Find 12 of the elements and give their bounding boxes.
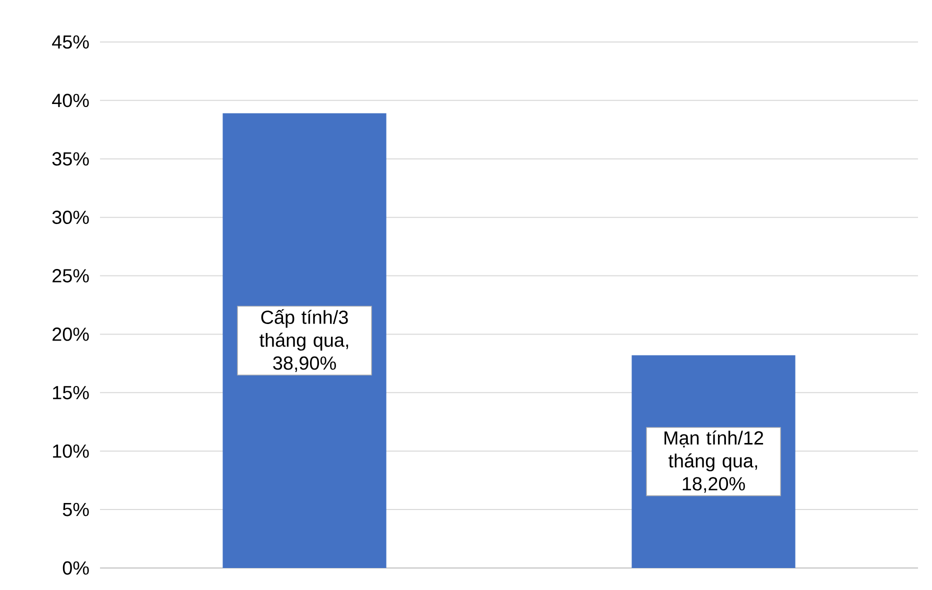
y-tick-label: 0%: [62, 561, 89, 575]
y-tick-label: 15%: [53, 386, 89, 400]
y-tick-label: 30%: [52, 210, 89, 224]
data-label: Mạn tính/12 tháng qua, 18,20%: [664, 430, 764, 493]
y-tick-label: 40%: [52, 94, 89, 108]
y-tick-label: 10%: [53, 444, 89, 458]
y-tick-label: 45%: [52, 35, 89, 49]
data-label: Cấp tính/3 tháng qua, 38,90%: [260, 309, 348, 372]
y-tick-label: 20%: [52, 328, 89, 341]
y-tick-label: 25%: [52, 269, 89, 282]
y-tick-label: 35%: [52, 152, 89, 166]
y-tick-label: 5%: [62, 502, 89, 516]
